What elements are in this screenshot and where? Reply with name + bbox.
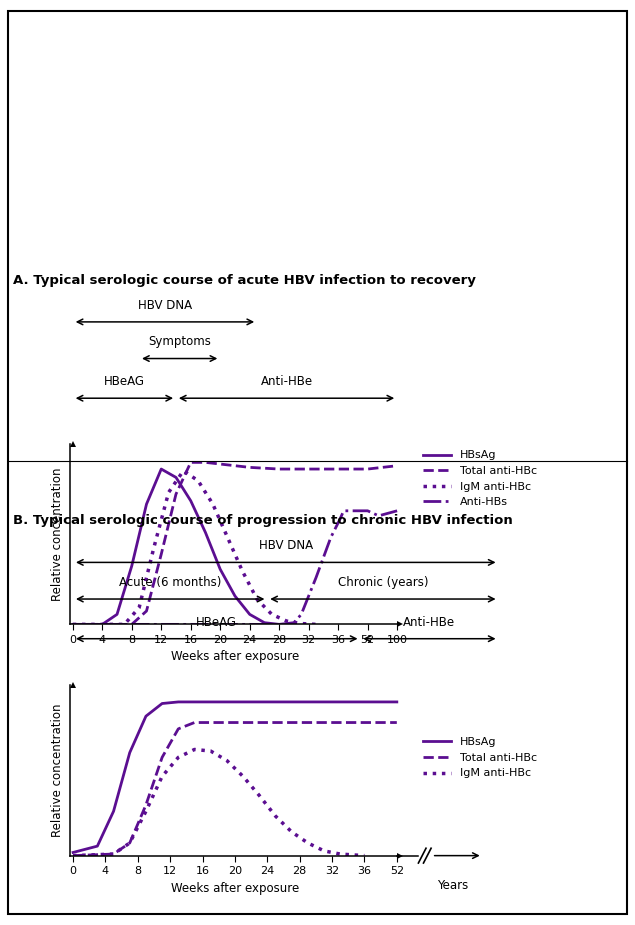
Y-axis label: Relative concentration: Relative concentration: [51, 703, 64, 837]
Text: Acute (6 months): Acute (6 months): [119, 576, 222, 589]
Legend: HBsAg, Total anti-HBc, IgM anti-HBc: HBsAg, Total anti-HBc, IgM anti-HBc: [419, 733, 542, 783]
Text: Symptoms: Symptoms: [148, 336, 211, 349]
Text: HBV DNA: HBV DNA: [138, 299, 192, 312]
Text: Years: Years: [437, 879, 468, 892]
Legend: HBsAg, Total anti-HBc, IgM anti-HBc, Anti-HBs: HBsAg, Total anti-HBc, IgM anti-HBc, Ant…: [419, 446, 542, 512]
Text: HBV DNA: HBV DNA: [258, 539, 313, 552]
Text: HBeAG: HBeAG: [104, 375, 145, 388]
X-axis label: Weeks after exposure: Weeks after exposure: [171, 650, 299, 663]
Text: A. Typical serologic course of acute HBV infection to recovery: A. Typical serologic course of acute HBV…: [13, 274, 476, 287]
Text: Chronic (years): Chronic (years): [338, 576, 428, 589]
Y-axis label: Relative concentration: Relative concentration: [51, 467, 64, 601]
Text: Anti-HBe: Anti-HBe: [403, 615, 455, 629]
X-axis label: Weeks after exposure: Weeks after exposure: [171, 882, 299, 894]
Text: HBeAG: HBeAG: [196, 615, 237, 629]
Text: B. Typical serologic course of progression to chronic HBV infection: B. Typical serologic course of progressi…: [13, 514, 512, 527]
Text: Anti-HBe: Anti-HBe: [260, 375, 312, 388]
